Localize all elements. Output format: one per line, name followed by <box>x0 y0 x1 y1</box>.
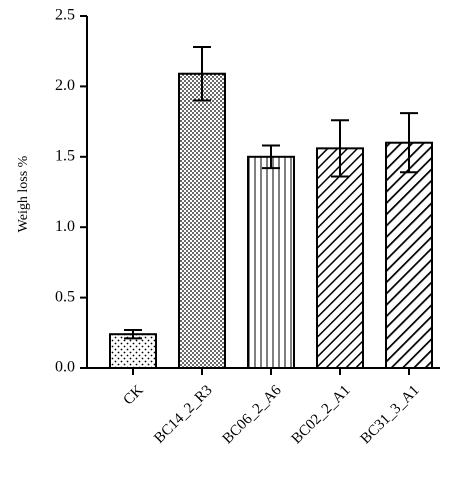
bar-bc06-2-a6 <box>247 155 295 369</box>
y-axis-title: Weigh loss % <box>16 155 31 232</box>
bars <box>109 72 433 370</box>
x-tick-label: BC31_3_A1 <box>358 382 423 447</box>
bar-bc14-2-r3 <box>178 72 226 369</box>
bar-bc02-2-a1 <box>316 147 364 369</box>
y-tick-label: 0.0 <box>55 359 75 376</box>
x-tick-label: BC14_2_R3 <box>151 382 215 446</box>
y-tick-label: 1.0 <box>55 218 75 235</box>
x-tick-label: CK <box>121 382 147 408</box>
bar-bc31-3-a1 <box>385 141 433 369</box>
x-axis-ticks: CK BC14_2_R3 BC06_2_A6 BC02_2_A1 BC31_3_A1 <box>121 368 423 447</box>
x-tick-label: BC02_2_A1 <box>289 382 354 447</box>
bar-ck <box>109 333 157 370</box>
y-tick-label: 2.0 <box>55 77 75 94</box>
y-tick-label: 2.5 <box>55 7 75 24</box>
x-tick-label: BC06_2_A6 <box>220 382 285 447</box>
y-tick-label: 1.5 <box>55 147 75 164</box>
y-tick-label: 0.5 <box>55 288 75 305</box>
error-bars <box>124 45 418 340</box>
y-axis-ticks: 0.0 0.5 1.0 1.5 2.0 2.5 <box>55 7 87 376</box>
